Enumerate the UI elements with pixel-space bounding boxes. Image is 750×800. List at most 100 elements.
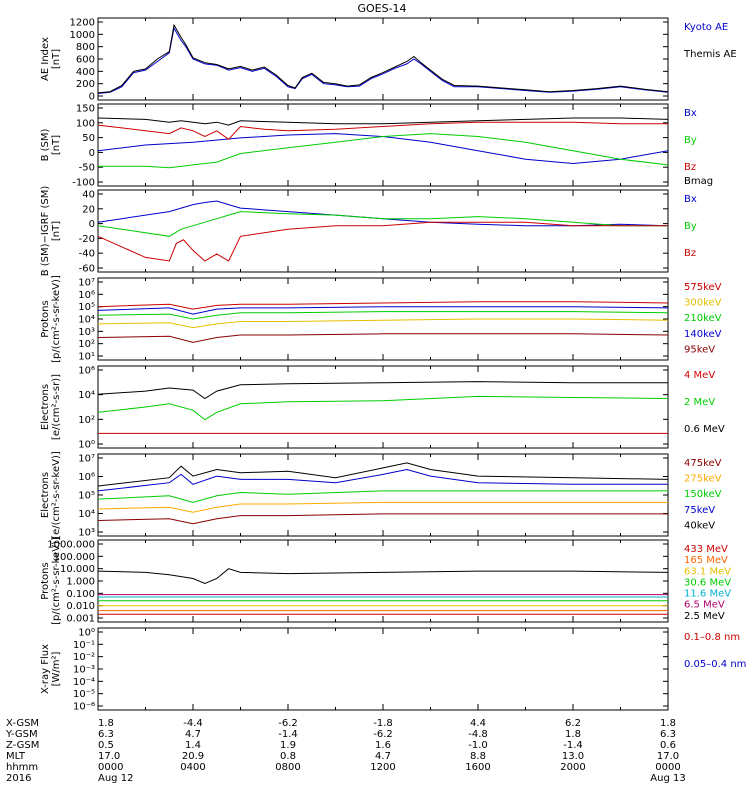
ephemeris-value: 2000 [560, 762, 585, 773]
legend-entry: 0.1–0.8 nm [684, 632, 740, 643]
y-tick-label: 10⁻³ [73, 665, 95, 676]
legend-entry: Themis AE [683, 49, 737, 60]
legend-entry: 30.6 MeV [684, 577, 731, 588]
y-tick-label: 10⁷ [78, 278, 95, 289]
legend-entry: 0.05–0.4 nm [684, 659, 746, 670]
y-tick-label: 0.001 [66, 614, 95, 625]
series-line [97, 468, 668, 492]
y-axis-label: B (SM) [40, 128, 51, 161]
ephemeris-row-label: MLT [6, 751, 26, 762]
series-line [97, 306, 669, 315]
ephemeris-value: 1.9 [280, 740, 296, 751]
legend-entry: Kyoto AE [684, 22, 728, 33]
ephemeris-value: 8.8 [470, 751, 486, 762]
ephemeris-value: 13.0 [562, 751, 584, 762]
y-tick-label: 10⁻⁴ [73, 677, 95, 688]
panel-2: 150 100 50 0 -50 -100 B (SM) [nT] Bx By Bz Bmag [40, 103, 713, 189]
panel-frame [97, 627, 669, 711]
legend-entry: 433 MeV [684, 544, 728, 555]
ephemeris-row-label: Y-GSM [5, 729, 38, 740]
series-line [97, 23, 669, 94]
legend-entry: 150keV [684, 489, 722, 500]
panel-frame [97, 539, 669, 623]
ephemeris-value: -1.0 [468, 740, 488, 751]
ephemeris-value: 1.8 [98, 718, 114, 729]
legend-entry: 300keV [684, 298, 722, 309]
y-tick-label: 200 [76, 79, 95, 90]
ephemeris-value: 17.0 [657, 751, 679, 762]
y-tick-label: 0 [89, 92, 95, 103]
y-tick-label: 100 [76, 118, 95, 129]
legend-entry: Bx [684, 108, 697, 119]
ephemeris-value: 1.8 [565, 729, 581, 740]
y-axis-label: [e/(cm²-s-sr)] [51, 374, 62, 440]
ephemeris-value: 17.0 [98, 751, 120, 762]
ephemeris-value: 0000 [98, 762, 123, 773]
series-line [97, 121, 668, 140]
ephemeris-value: 4.4 [470, 718, 486, 729]
y-tick-label: 10¹ [78, 352, 95, 363]
ephemeris-row-label: 2016 [6, 773, 31, 784]
series-line [97, 513, 668, 525]
y-tick-label: 1000 [70, 30, 95, 41]
y-axis-label: [nT] [51, 135, 62, 155]
series-line [97, 381, 668, 400]
legend-entry: 11.6 MeV [684, 589, 731, 600]
legend-entry: 6.5 MeV [684, 600, 725, 611]
y-tick-label: 10⁷ [78, 454, 95, 465]
series-line [97, 462, 669, 487]
ephemeris-value: 1.6 [375, 740, 391, 751]
y-tick-label: 10⁻⁵ [73, 689, 95, 700]
legend-entry: Bz [684, 248, 696, 259]
y-tick-label: 0.100 [66, 589, 95, 600]
y-axis-label: X-ray Flux [40, 644, 51, 694]
ephemeris-value: 1.4 [185, 740, 201, 751]
y-tick-label: 10⁶ [78, 290, 95, 301]
y-axis-label: [e/(cm²-s-sr-keV)] [51, 451, 62, 539]
ephemeris-value: Aug 13 [650, 773, 685, 784]
legend-entry: Bz [684, 162, 696, 173]
panel-frame [97, 365, 669, 449]
legend-entry: 63.1 MeV [684, 566, 731, 577]
legend-entry: By [684, 135, 697, 146]
series-line [97, 117, 669, 126]
y-tick-label: 10⁻² [73, 652, 95, 663]
legend-entry: 140keV [684, 329, 722, 340]
legend-entry: 0.6 MeV [684, 424, 725, 435]
series-line [97, 221, 668, 262]
panel-frame [97, 103, 669, 187]
y-tick-label: 10³ [78, 528, 95, 539]
legend-entry: 575keV [684, 282, 722, 293]
legend-entry: By [684, 221, 697, 232]
ephemeris-value: 0.6 [660, 740, 676, 751]
y-axis-label: Electrons [40, 384, 51, 430]
series-line [97, 318, 669, 329]
y-axis-label: [nT] [51, 49, 62, 69]
ephemeris-value: 20.9 [182, 751, 204, 762]
y-axis-label: AE Index [40, 37, 51, 81]
y-tick-label: 10⁵ [78, 302, 95, 313]
y-tick-label: -60 [79, 264, 95, 275]
y-tick-label: 10⁴ [78, 315, 95, 326]
ephemeris-value: -6.2 [278, 718, 298, 729]
ephemeris-value: Aug 12 [98, 773, 133, 784]
ephemeris-value: 6.3 [660, 729, 676, 740]
series-line [97, 311, 669, 320]
legend-entry: 2 MeV [684, 397, 715, 408]
panel-frame [97, 453, 669, 537]
y-tick-label: 10⁵ [78, 491, 95, 502]
y-tick-label: 10.000 [60, 564, 95, 575]
ephemeris-value: 4.7 [375, 751, 391, 762]
legend-entry: 165 MeV [684, 555, 728, 566]
y-tick-label: 600 [76, 55, 95, 66]
legend-entry: Bx [684, 194, 697, 205]
y-tick-label: 100.000 [54, 552, 95, 563]
legend-entry: 75keV [684, 505, 715, 516]
series-line [97, 568, 669, 585]
ephemeris-row-label: hhmm [6, 762, 38, 773]
y-tick-label: 10⁶ [78, 366, 95, 377]
y-tick-label: -50 [79, 163, 95, 174]
